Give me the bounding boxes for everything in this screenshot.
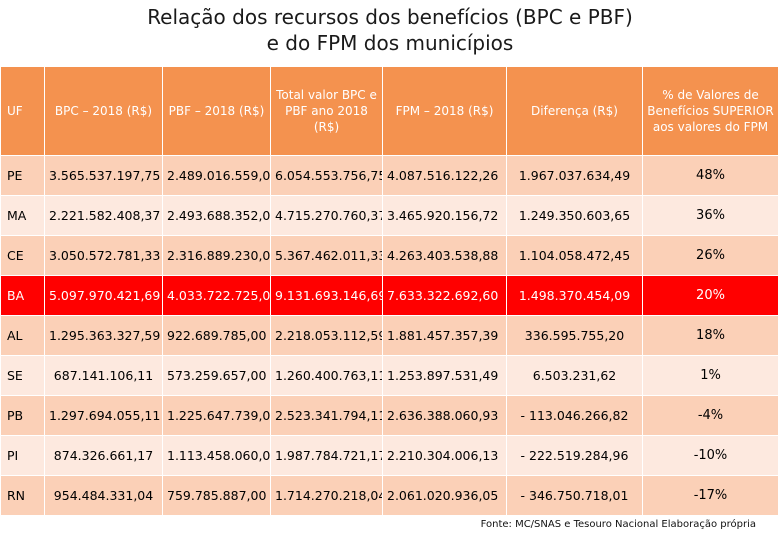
cell-diff: 1.249.350.603,65 — [506, 195, 643, 236]
header-bpc: BPC – 2018 (R$) — [44, 66, 163, 156]
cell-pbf: 2.489.016.559,00 — [162, 155, 271, 196]
cell-pct: -10% — [642, 435, 779, 476]
cell-pbf: 2.316.889.230,00 — [162, 235, 271, 276]
header-total: Total valor BPC e PBF ano 2018 (R$) — [270, 66, 383, 156]
cell-fpm: 1.881.457.357,39 — [382, 315, 507, 356]
cell-diff: 6.503.231,62 — [506, 355, 643, 396]
cell-diff: 1.498.370.454,09 — [506, 275, 643, 316]
cell-bpc: 3.565.537.197,75 — [44, 155, 163, 196]
table-row: PE 3.565.537.197,75 2.489.016.559,00 6.0… — [0, 155, 779, 196]
cell-total: 4.715.270.760,37 — [270, 195, 383, 236]
cell-bpc: 954.484.331,04 — [44, 475, 163, 516]
cell-fpm: 4.263.403.538,88 — [382, 235, 507, 276]
cell-bpc: 687.141.106,11 — [44, 355, 163, 396]
cell-fpm: 3.465.920.156,72 — [382, 195, 507, 236]
cell-fpm: 4.087.516.122,26 — [382, 155, 507, 196]
table-row: CE 3.050.572.781,33 2.316.889.230,00 5.3… — [0, 235, 779, 276]
title-line-1: Relação dos recursos dos benefícios (BPC… — [147, 5, 633, 29]
cell-pbf: 4.033.722.725,00 — [162, 275, 271, 316]
cell-uf: CE — [0, 235, 45, 276]
cell-diff: - 346.750.718,01 — [506, 475, 643, 516]
table-row: RN 954.484.331,04 759.785.887,00 1.714.2… — [0, 475, 779, 516]
cell-bpc: 1.297.694.055,11 — [44, 395, 163, 436]
cell-diff: 336.595.755,20 — [506, 315, 643, 356]
data-table: UF BPC – 2018 (R$) PBF – 2018 (R$) Total… — [0, 66, 779, 516]
cell-uf: MA — [0, 195, 45, 236]
cell-diff: - 222.519.284,96 — [506, 435, 643, 476]
cell-pct: 20% — [642, 275, 779, 316]
cell-diff: 1.104.058.472,45 — [506, 235, 643, 276]
cell-fpm: 7.633.322.692,60 — [382, 275, 507, 316]
cell-bpc: 3.050.572.781,33 — [44, 235, 163, 276]
cell-pbf: 759.785.887,00 — [162, 475, 271, 516]
cell-pbf: 2.493.688.352,00 — [162, 195, 271, 236]
cell-pct: 18% — [642, 315, 779, 356]
cell-bpc: 5.097.970.421,69 — [44, 275, 163, 316]
cell-uf: PI — [0, 435, 45, 476]
cell-diff: - 113.046.266,82 — [506, 395, 643, 436]
page-title: Relação dos recursos dos benefícios (BPC… — [0, 4, 780, 56]
cell-uf: SE — [0, 355, 45, 396]
table-row: PI 874.326.661,17 1.113.458.060,00 1.987… — [0, 435, 779, 476]
cell-bpc: 2.221.582.408,37 — [44, 195, 163, 236]
cell-pct: 48% — [642, 155, 779, 196]
cell-pct: -17% — [642, 475, 779, 516]
cell-pbf: 1.113.458.060,00 — [162, 435, 271, 476]
cell-fpm: 1.253.897.531,49 — [382, 355, 507, 396]
header-row: UF BPC – 2018 (R$) PBF – 2018 (R$) Total… — [0, 66, 779, 156]
cell-total: 9.131.693.146,69 — [270, 275, 383, 316]
header-pbf: PBF – 2018 (R$) — [162, 66, 271, 156]
cell-pbf: 922.689.785,00 — [162, 315, 271, 356]
header-uf: UF — [0, 66, 45, 156]
title-line-2: e do FPM dos municípios — [266, 31, 514, 55]
header-diff: Diferença (R$) — [506, 66, 643, 156]
cell-pct: -4% — [642, 395, 779, 436]
cell-pct: 1% — [642, 355, 779, 396]
cell-total: 1.987.784.721,17 — [270, 435, 383, 476]
cell-pct: 26% — [642, 235, 779, 276]
cell-pbf: 1.225.647.739,00 — [162, 395, 271, 436]
cell-total: 6.054.553.756,75 — [270, 155, 383, 196]
cell-uf: AL — [0, 315, 45, 356]
table-row: AL 1.295.363.327,59 922.689.785,00 2.218… — [0, 315, 779, 356]
cell-pct: 36% — [642, 195, 779, 236]
cell-total: 2.523.341.794,11 — [270, 395, 383, 436]
header-fpm: FPM – 2018 (R$) — [382, 66, 507, 156]
cell-bpc: 1.295.363.327,59 — [44, 315, 163, 356]
table-row-highlighted: BA 5.097.970.421,69 4.033.722.725,00 9.1… — [0, 275, 779, 316]
cell-uf: PB — [0, 395, 45, 436]
table-row: SE 687.141.106,11 573.259.657,00 1.260.4… — [0, 355, 779, 396]
cell-uf: PE — [0, 155, 45, 196]
cell-total: 2.218.053.112,59 — [270, 315, 383, 356]
cell-total: 5.367.462.011,33 — [270, 235, 383, 276]
table-row: MA 2.221.582.408,37 2.493.688.352,00 4.7… — [0, 195, 779, 236]
cell-total: 1.714.270.218,04 — [270, 475, 383, 516]
table-row: PB 1.297.694.055,11 1.225.647.739,00 2.5… — [0, 395, 779, 436]
cell-total: 1.260.400.763,11 — [270, 355, 383, 396]
cell-fpm: 2.636.388.060,93 — [382, 395, 507, 436]
header-pct: % de Valores de Benefícios SUPERIOR aos … — [642, 66, 779, 156]
cell-uf: RN — [0, 475, 45, 516]
cell-bpc: 874.326.661,17 — [44, 435, 163, 476]
cell-fpm: 2.061.020.936,05 — [382, 475, 507, 516]
cell-diff: 1.967.037.634,49 — [506, 155, 643, 196]
source-note: Fonte: MC/SNAS e Tesouro Nacional Elabor… — [480, 519, 756, 530]
cell-uf: BA — [0, 275, 45, 316]
cell-pbf: 573.259.657,00 — [162, 355, 271, 396]
cell-fpm: 2.210.304.006,13 — [382, 435, 507, 476]
